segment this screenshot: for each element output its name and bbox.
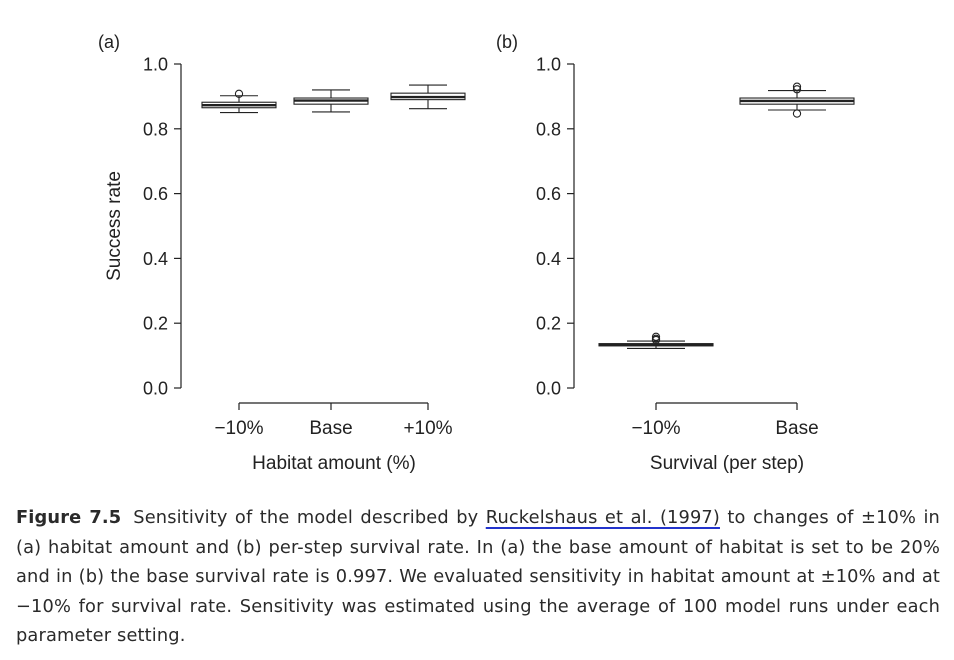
y-tick-label: 0.4 [143,249,168,269]
outlier-point [792,85,802,94]
panel-b: (b) Survival (per step) 0.0 0.2 0.4 0.6 0.8 1… [496,32,855,474]
panel-a-x-axis: −10% Base +10% [214,402,453,439]
panel-a-boxes [201,84,466,114]
panel-a-ylabel: Success rate [104,171,125,281]
y-tick-label: 0.8 [143,119,168,139]
y-tick-label: 0.6 [536,184,561,204]
citation-link[interactable]: Ruckelshaus et al. (1997) [485,507,720,528]
x-tick-label: +10% [403,418,452,439]
y-tick-label: 0.8 [536,119,561,139]
panel-b-label: (b) [496,32,518,52]
box-0 [201,89,277,114]
y-tick-label: 0.0 [143,379,168,399]
panel-b-x-axis: −10% Base [631,402,819,439]
caption-figure-label: Figure 7.5 [16,507,122,528]
x-tick-label: Base [775,418,818,439]
y-tick-label: 1.0 [536,55,561,75]
caption-text-before: Sensitivity of the model described by [133,507,486,528]
panel-a: (a) Success rate Habitat amount (%) 0.00… [98,32,466,474]
y-tick-label: 0.0 [536,379,561,399]
panel-a-xlabel: Habitat amount (%) [252,453,416,474]
outlier-point [792,82,802,91]
panel-b-boxes [598,82,855,350]
x-tick-label: −10% [631,418,680,439]
panel-a-y-axis: 0.0 0.2 0.4 0.6 0.8 1.0 [143,55,182,399]
outlier-point [234,89,244,98]
y-tick-label: 0.4 [536,249,561,269]
figure-boxplots: (a) Success rate Habitat amount (%) 0.00… [98,32,855,474]
box-1 [739,82,855,118]
y-tick-label: 1.0 [143,55,168,75]
x-tick-label: −10% [214,418,263,439]
panel-a-label: (a) [98,32,120,52]
outlier-point [792,109,802,118]
box-0 [598,332,714,350]
outlier-point [651,332,661,341]
x-tick-label: Base [309,418,352,439]
figure-caption: Figure 7.5 Sensitivity of the model descr… [16,503,940,651]
box-2 [390,84,466,110]
panel-b-xlabel: Survival (per step) [650,453,804,474]
caption-text-after: to changes of ±10% in (a) habitat amount… [16,507,940,646]
y-tick-label: 0.2 [143,314,168,334]
y-tick-label: 0.2 [536,314,561,334]
y-tick-label: 0.6 [143,184,168,204]
panel-b-y-axis: 0.0 0.2 0.4 0.6 0.8 1.0 [536,55,575,399]
box-1 [293,89,369,113]
